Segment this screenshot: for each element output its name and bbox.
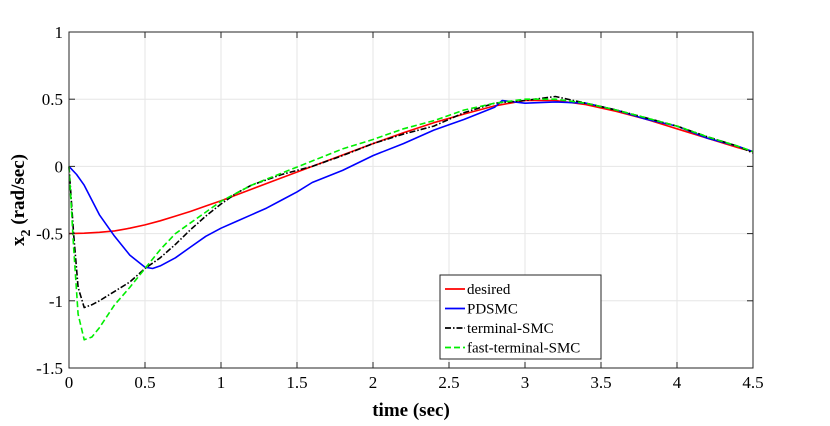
series-line-fast-terminal-SMC [68,98,754,341]
y-tick-label: 1 [55,23,64,42]
series-line-desired [68,99,754,235]
svg-text:x2 (rad/sec): x2 (rad/sec) [8,154,34,246]
y-axis-label-unit: (rad/sec) [8,154,29,225]
y-tick-label: 0.5 [42,90,63,109]
legend-label-PDSMC: PDSMC [467,302,518,318]
y-tick-label: 0 [55,157,64,176]
plot-background [69,32,753,368]
y-tick-label: -0.5 [36,225,63,244]
x-axis-label: time (sec) [372,400,450,421]
y-tick-label: -1.5 [36,359,63,378]
x-tick-label: 3 [521,373,530,392]
y-axis-label: x2 (rad/sec) [8,154,34,246]
legend-label-desired: desired [467,282,511,298]
y-axis-label-main: x [8,236,29,246]
x-tick-label: 0 [65,373,74,392]
x-tick-label: 1.5 [286,373,307,392]
x-tick-label: 4 [673,373,682,392]
y-axis-label-subscript: 2 [19,229,34,236]
plot-frame [68,31,754,369]
legend-box [439,274,602,360]
x-tick-label: 4.5 [742,373,763,392]
x-tick-label: 0.5 [134,373,155,392]
legend: desired PDSMC terminal-SMC fast-terminal-SM… [439,274,602,360]
axis-ticks: 0 0.5 1 1.5 2 2.5 3 3.5 4 4.5 -1.5 -1 -0.5 0 0.5 1 [36,23,764,392]
series-lines [68,95,754,341]
x-tick-label: 2 [369,373,378,392]
x-tick-label: 3.5 [590,373,611,392]
legend-label-terminal-SMC: terminal-SMC [467,321,554,337]
legend-label-fast-terminal-SMC: fast-terminal-SMC [467,341,580,357]
x-tick-label: 1 [217,373,226,392]
x-tick-label: 2.5 [438,373,459,392]
y-tick-label: -1 [49,292,63,311]
